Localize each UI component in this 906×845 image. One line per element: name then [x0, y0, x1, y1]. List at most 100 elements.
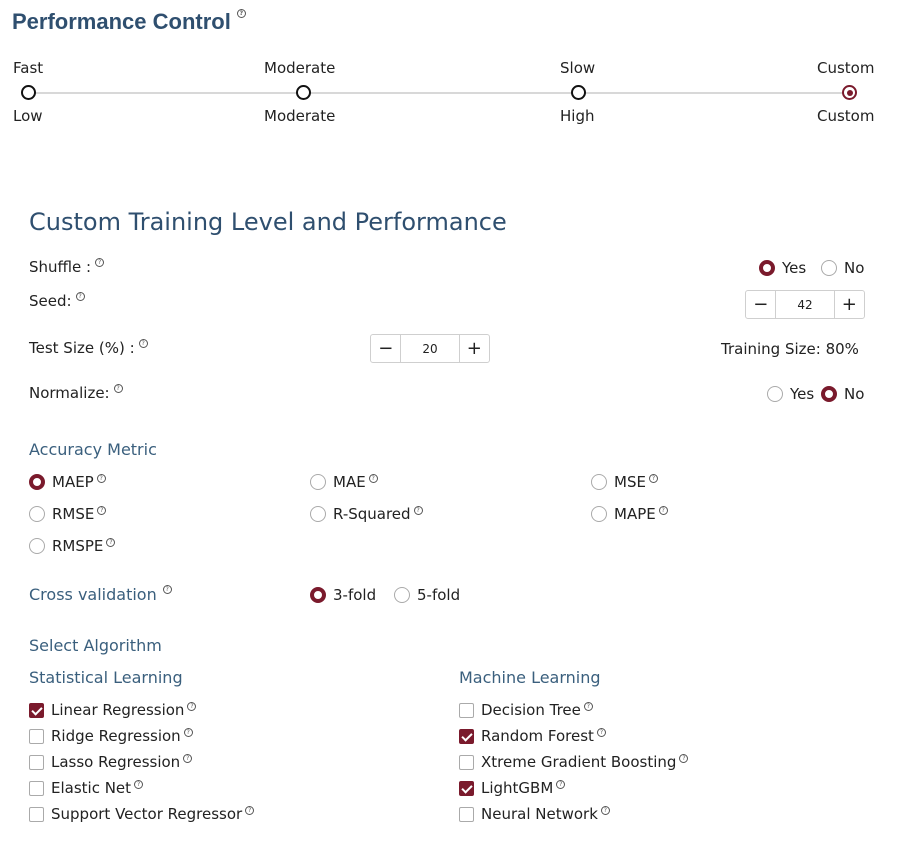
help-icon[interactable]: ? — [556, 779, 566, 789]
algo-elastic-net[interactable]: Elastic Net? — [29, 779, 144, 797]
radio-icon[interactable] — [29, 506, 45, 522]
checkbox-icon[interactable] — [29, 754, 44, 770]
seed-stepper[interactable]: − 42 + — [745, 290, 865, 319]
algo-lasso-regression[interactable]: Lasso Regression? — [29, 753, 193, 771]
level-moderate-stop[interactable] — [296, 85, 311, 100]
checkbox-icon[interactable] — [29, 780, 44, 796]
algo-linear-regression[interactable]: Linear Regression? — [29, 701, 197, 719]
checkbox-icon[interactable] — [459, 754, 474, 770]
shuffle-label-text: Shuffle : — [29, 258, 92, 276]
checkbox-icon[interactable] — [29, 728, 44, 744]
shuffle-no-option[interactable]: No — [821, 259, 864, 277]
cv-3-fold-option[interactable]: 3-fold — [310, 586, 376, 604]
normalize-yes-option[interactable]: Yes — [767, 385, 814, 403]
shuffle-no-label: No — [844, 259, 865, 277]
metric-maep-option[interactable]: MAEP? — [29, 473, 106, 491]
normalize-no-option[interactable]: No — [821, 385, 864, 403]
cross-validation-heading: Cross validation? — [29, 585, 172, 604]
level-custom-stop[interactable] — [842, 85, 857, 100]
help-icon[interactable]: ? — [97, 505, 107, 515]
help-icon[interactable]: ? — [583, 701, 593, 711]
seed-decrement-button[interactable]: − — [753, 294, 769, 315]
checkbox-icon[interactable] — [459, 806, 474, 822]
algo-ridge-regression[interactable]: Ridge Regression? — [29, 727, 193, 745]
help-icon[interactable]: ? — [596, 727, 606, 737]
help-icon[interactable]: ? — [413, 505, 423, 515]
cv-5-fold-option[interactable]: 5-fold — [394, 586, 460, 604]
statistical-learning-heading: Statistical Learning — [29, 668, 183, 687]
machine-learning-heading: Machine Learning — [459, 668, 601, 687]
checkbox-icon[interactable] — [29, 806, 44, 822]
level-slow-stop[interactable] — [571, 85, 586, 100]
help-icon[interactable]: ? — [162, 585, 172, 594]
algo-label: Ridge Regression — [51, 727, 181, 745]
test-size-stepper[interactable]: − 20 + — [370, 334, 490, 363]
metric-r-squared-option[interactable]: R-Squared? — [310, 505, 423, 523]
test-size-decrement-button[interactable]: − — [378, 338, 394, 359]
radio-icon[interactable] — [310, 587, 326, 603]
radio-icon[interactable] — [310, 506, 326, 522]
seed-increment-button[interactable]: + — [841, 294, 857, 315]
radio-icon[interactable] — [821, 260, 837, 276]
help-icon[interactable]: ? — [600, 805, 610, 815]
radio-icon[interactable] — [759, 260, 775, 276]
training-size-label: Training Size: 80% — [721, 340, 859, 358]
help-icon[interactable]: ? — [368, 473, 378, 483]
help-icon[interactable]: ? — [183, 727, 193, 737]
checkbox-icon[interactable] — [459, 728, 474, 744]
algo-neural-network[interactable]: Neural Network? — [459, 805, 610, 823]
metric-mae-option[interactable]: MAE? — [310, 473, 378, 491]
help-icon[interactable]: ? — [95, 258, 105, 267]
radio-icon[interactable] — [394, 587, 410, 603]
level-high-label: High — [560, 107, 595, 125]
help-icon[interactable]: ? — [106, 537, 116, 547]
radio-icon[interactable] — [29, 474, 45, 490]
test-size-label-text: Test Size (%) : — [29, 339, 135, 357]
test-size-increment-button[interactable]: + — [466, 338, 482, 359]
algo-decision-tree[interactable]: Decision Tree? — [459, 701, 593, 719]
help-icon[interactable]: ? — [187, 701, 197, 711]
checkbox-icon[interactable] — [459, 702, 474, 718]
help-icon[interactable]: ? — [648, 473, 658, 483]
metric-label: MAPE — [614, 505, 656, 523]
metric-rmspe-option[interactable]: RMSPE? — [29, 537, 116, 555]
radio-icon[interactable] — [310, 474, 326, 490]
algo-lightgbm[interactable]: LightGBM? — [459, 779, 566, 797]
radio-icon[interactable] — [767, 386, 783, 402]
radio-icon[interactable] — [29, 538, 45, 554]
algo-random-forest[interactable]: Random Forest? — [459, 727, 606, 745]
performance-track — [29, 92, 849, 94]
normalize-label: Normalize:? — [29, 384, 123, 402]
level-custom-bottom-label: Custom — [817, 107, 875, 125]
help-icon[interactable]: ? — [183, 753, 193, 763]
shuffle-label: Shuffle :? — [29, 258, 105, 276]
checkbox-icon[interactable] — [459, 780, 474, 796]
level-fast-stop[interactable] — [21, 85, 36, 100]
normalize-yes-label: Yes — [790, 385, 815, 403]
help-icon[interactable]: ? — [138, 339, 148, 348]
metric-mse-option[interactable]: MSE? — [591, 473, 658, 491]
help-icon[interactable]: ? — [236, 9, 246, 18]
help-icon[interactable]: ? — [245, 805, 255, 815]
radio-icon[interactable] — [591, 506, 607, 522]
help-icon[interactable]: ? — [134, 779, 144, 789]
metric-label: R-Squared — [333, 505, 411, 523]
help-icon[interactable]: ? — [658, 505, 668, 515]
algo-support-vector-regressor[interactable]: Support Vector Regressor? — [29, 805, 255, 823]
radio-icon[interactable] — [591, 474, 607, 490]
test-size-input[interactable]: 20 — [400, 335, 460, 362]
help-icon[interactable]: ? — [75, 292, 85, 301]
metric-label: RMSE — [52, 505, 95, 523]
seed-input[interactable]: 42 — [775, 291, 835, 318]
algo-xtreme-gradient-boosting[interactable]: Xtreme Gradient Boosting? — [459, 753, 689, 771]
help-icon[interactable]: ? — [679, 753, 689, 763]
metric-rmse-option[interactable]: RMSE? — [29, 505, 107, 523]
help-icon[interactable]: ? — [96, 473, 106, 483]
test-size-label: Test Size (%) :? — [29, 339, 148, 357]
metric-mape-option[interactable]: MAPE? — [591, 505, 668, 523]
help-icon[interactable]: ? — [113, 384, 123, 393]
checkbox-icon[interactable] — [29, 702, 44, 718]
shuffle-yes-option[interactable]: Yes — [759, 259, 806, 277]
radio-icon[interactable] — [821, 386, 837, 402]
select-algorithm-heading: Select Algorithm — [29, 636, 162, 655]
